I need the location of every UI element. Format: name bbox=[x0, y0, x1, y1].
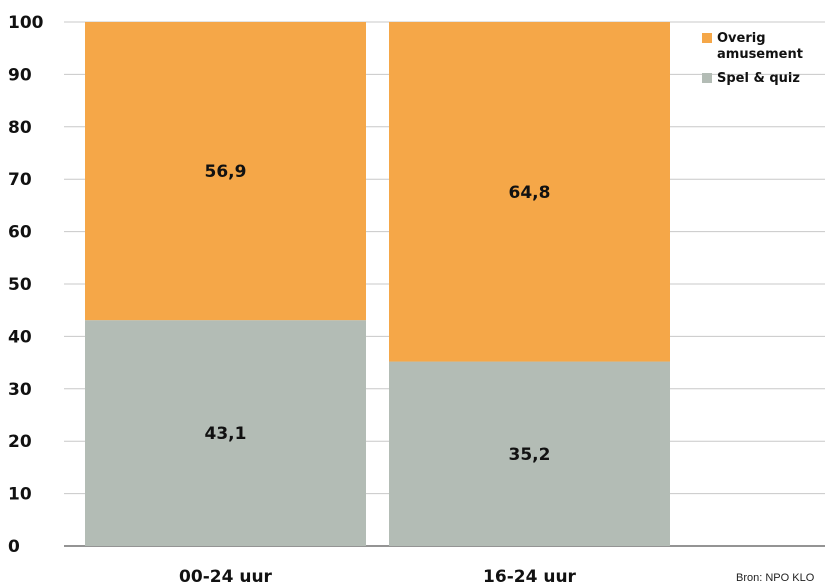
bar-spel-quiz-1 bbox=[389, 361, 670, 546]
bar-overig-amusement-0 bbox=[85, 22, 366, 321]
y-tick-label-60: 60 bbox=[8, 223, 32, 243]
category-label-0: 00-24 uur bbox=[179, 567, 272, 584]
data-label-overig-amusement-1: 64,8 bbox=[509, 183, 551, 203]
data-labels: 43,1 56,9 35,2 64,8 bbox=[205, 162, 551, 465]
legend-swatch-overig-amusement bbox=[702, 33, 712, 43]
category-label-1: 16-24 uur bbox=[483, 567, 576, 584]
y-tick-label-70: 70 bbox=[8, 170, 32, 190]
y-tick-label-30: 30 bbox=[8, 380, 32, 400]
data-label-overig-amusement-0: 56,9 bbox=[205, 162, 247, 182]
x-axis-categories: 00-24 uur 16-24 uur bbox=[179, 567, 576, 584]
bars bbox=[85, 22, 670, 546]
y-axis-ticks: 0 10 20 30 40 50 60 70 80 90 100 bbox=[8, 13, 44, 557]
y-tick-label-0: 0 bbox=[8, 537, 20, 557]
y-tick-label-80: 80 bbox=[8, 118, 32, 138]
source-note: Bron: NPO KLO bbox=[736, 572, 815, 584]
y-tick-label-10: 10 bbox=[8, 485, 32, 505]
y-tick-label-40: 40 bbox=[8, 327, 32, 347]
y-tick-label-20: 20 bbox=[8, 432, 32, 452]
legend-swatch-spel-quiz bbox=[702, 73, 712, 83]
bar-spel-quiz-0 bbox=[85, 320, 366, 546]
data-label-spel-quiz-1: 35,2 bbox=[509, 445, 551, 465]
legend: Overig amusement Spel & quiz bbox=[702, 31, 803, 86]
bar-overig-amusement-1 bbox=[389, 22, 670, 362]
y-tick-label-100: 100 bbox=[8, 13, 44, 33]
y-tick-label-90: 90 bbox=[8, 65, 32, 85]
data-label-spel-quiz-0: 43,1 bbox=[205, 424, 247, 444]
legend-label-overig-amusement: Overig amusement bbox=[717, 31, 803, 62]
y-tick-label-50: 50 bbox=[8, 275, 32, 295]
legend-label-spel-quiz: Spel & quiz bbox=[717, 71, 800, 86]
